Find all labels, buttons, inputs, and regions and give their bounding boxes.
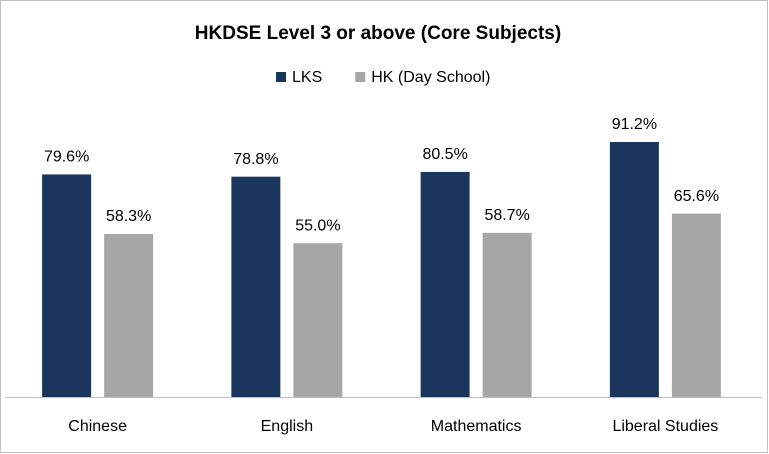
x-tick-label: English — [261, 418, 313, 435]
value-label: 78.8% — [233, 151, 278, 168]
value-label: 91.2% — [612, 116, 657, 133]
bar — [231, 176, 281, 397]
bar — [609, 142, 659, 397]
bar — [482, 232, 532, 397]
legend-swatch — [355, 72, 366, 82]
value-label: 58.7% — [484, 207, 529, 224]
value-label: 80.5% — [422, 146, 467, 163]
chart-title: HKDSE Level 3 or above (Core Subjects) — [195, 23, 561, 44]
bar — [42, 174, 92, 397]
value-label: 65.6% — [674, 188, 719, 205]
value-label: 58.3% — [106, 208, 151, 225]
x-tick-label: Chinese — [68, 418, 127, 435]
value-label: 79.6% — [44, 149, 89, 166]
legend-swatch — [276, 72, 286, 82]
legend-label: LKS — [292, 69, 322, 86]
bar — [293, 243, 343, 397]
bar — [671, 213, 721, 397]
legend-label: HK (Day School) — [371, 69, 490, 86]
bar — [104, 233, 154, 397]
value-label: 55.0% — [295, 217, 340, 234]
x-tick-label: Liberal Studies — [612, 418, 718, 435]
bar — [420, 171, 470, 397]
x-tick-label: Mathematics — [431, 418, 522, 435]
